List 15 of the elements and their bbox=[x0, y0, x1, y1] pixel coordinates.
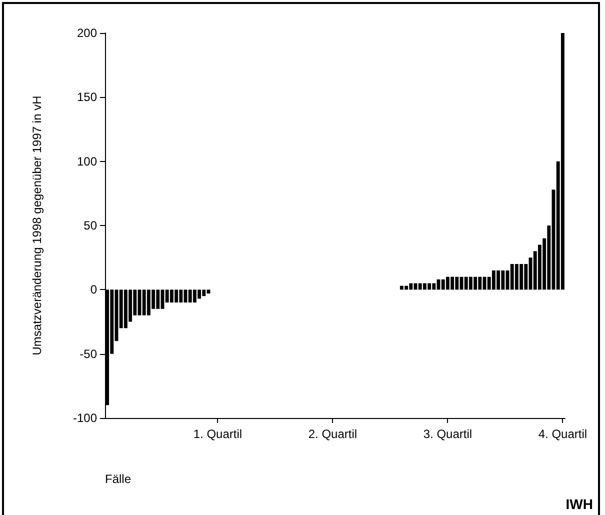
y-tick-label: 50 bbox=[84, 218, 98, 232]
x-tick-label: 1. Quartil bbox=[193, 427, 242, 441]
y-tick-label: 150 bbox=[76, 90, 98, 104]
text: IWH bbox=[566, 496, 594, 512]
x-tick-label: 4. Quartil bbox=[538, 427, 588, 441]
y-tick-label: 100 bbox=[76, 154, 98, 168]
y-tick-label: -100 bbox=[72, 411, 98, 425]
x-tick-label: 2. Quartil bbox=[308, 427, 358, 441]
bar bbox=[560, 33, 564, 290]
x-tick-label: 3. Quartil bbox=[423, 427, 472, 441]
y-axis-title: Umsatzveränderung 1998 gegenüber 1997 in vH bbox=[30, 96, 44, 356]
x-axis-title: Fälle bbox=[105, 472, 132, 486]
y-tick-label: -50 bbox=[80, 346, 98, 361]
y-tick-label: 200 bbox=[76, 26, 98, 40]
y-tick-label: 0 bbox=[90, 282, 98, 297]
